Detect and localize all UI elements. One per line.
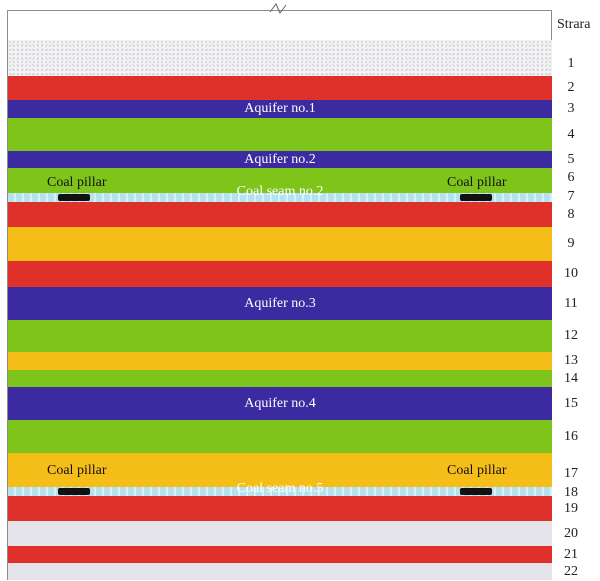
stratum-number: 12 — [564, 328, 578, 343]
stratum-number: 8 — [567, 206, 575, 222]
stratum-layer-6 — [8, 168, 552, 193]
stratum-number: 18 — [564, 485, 578, 500]
stratum-number: 7 — [567, 189, 575, 204]
stratum-layer-19 — [8, 496, 552, 521]
coal-pillar-label: Coal pillar — [47, 463, 107, 478]
stratum-number: 13 — [564, 353, 578, 368]
stratum-layer-16 — [8, 420, 552, 453]
stratum-number: 1 — [567, 56, 575, 71]
aquifer-label: Aquifer no.4 — [244, 395, 316, 411]
stratum-layer-7 — [8, 193, 552, 202]
coal-pillar-label: Coal pillar — [447, 175, 507, 190]
stratum-number: 3 — [567, 101, 575, 116]
stratum-number: 17 — [564, 466, 578, 481]
stratum-layer-13 — [8, 352, 552, 370]
stratum-number: 11 — [564, 295, 578, 311]
strata-heading: Strara — [557, 17, 591, 32]
stratum-layer-1 — [8, 40, 552, 76]
aquifer-label: Aquifer no.2 — [244, 151, 316, 167]
coal-pillar-block — [460, 488, 492, 495]
stratum-number: 20 — [564, 525, 578, 541]
stratum-number: 9 — [567, 236, 575, 251]
stratum-number: 21 — [564, 546, 578, 562]
stratum-layer-4 — [8, 118, 552, 151]
stratum-layer-17 — [8, 453, 552, 487]
stratum-layer-2 — [8, 76, 552, 100]
stratum-number: 2 — [567, 80, 575, 95]
stratum-number: 5 — [567, 151, 575, 167]
stratum-number: 22 — [564, 563, 578, 579]
stratum-number: 6 — [567, 170, 575, 185]
aquifer-label: Aquifer no.3 — [244, 295, 316, 311]
stratum-layer-15 — [8, 387, 552, 420]
stratum-layer-18 — [8, 487, 552, 496]
stratum-layer-11 — [8, 287, 552, 320]
break-mark-icon — [269, 3, 287, 14]
coal-seam-label: Coal seam no.5 — [236, 481, 324, 496]
stratum-layer-22 — [8, 563, 552, 580]
stratum-number: 10 — [564, 266, 578, 281]
stratum-layer-20 — [8, 521, 552, 546]
aquifer-label: Aquifer no.1 — [244, 101, 316, 116]
stratum-layer-12 — [8, 320, 552, 352]
stratum-number: 19 — [564, 500, 578, 516]
stratum-number: 16 — [564, 428, 578, 444]
coal-seam-label: Coal seam no.2 — [236, 184, 324, 199]
stratum-layer-8 — [8, 202, 552, 227]
coal-pillar-block — [58, 488, 90, 495]
coal-pillar-label: Coal pillar — [47, 175, 107, 190]
stratum-layer-10 — [8, 261, 552, 287]
coal-pillar-label: Coal pillar — [447, 463, 507, 478]
stratum-layer-3 — [8, 100, 552, 118]
stratum-number: 4 — [567, 126, 575, 142]
stratum-number: 14 — [564, 370, 578, 386]
coal-pillar-block — [460, 194, 492, 201]
stratum-number: 15 — [564, 395, 578, 411]
stratum-layer-5 — [8, 151, 552, 168]
stratum-layer-21 — [8, 546, 552, 563]
coal-pillar-block — [58, 194, 90, 201]
stratum-layer-9 — [8, 227, 552, 261]
stratum-layer-14 — [8, 370, 552, 387]
